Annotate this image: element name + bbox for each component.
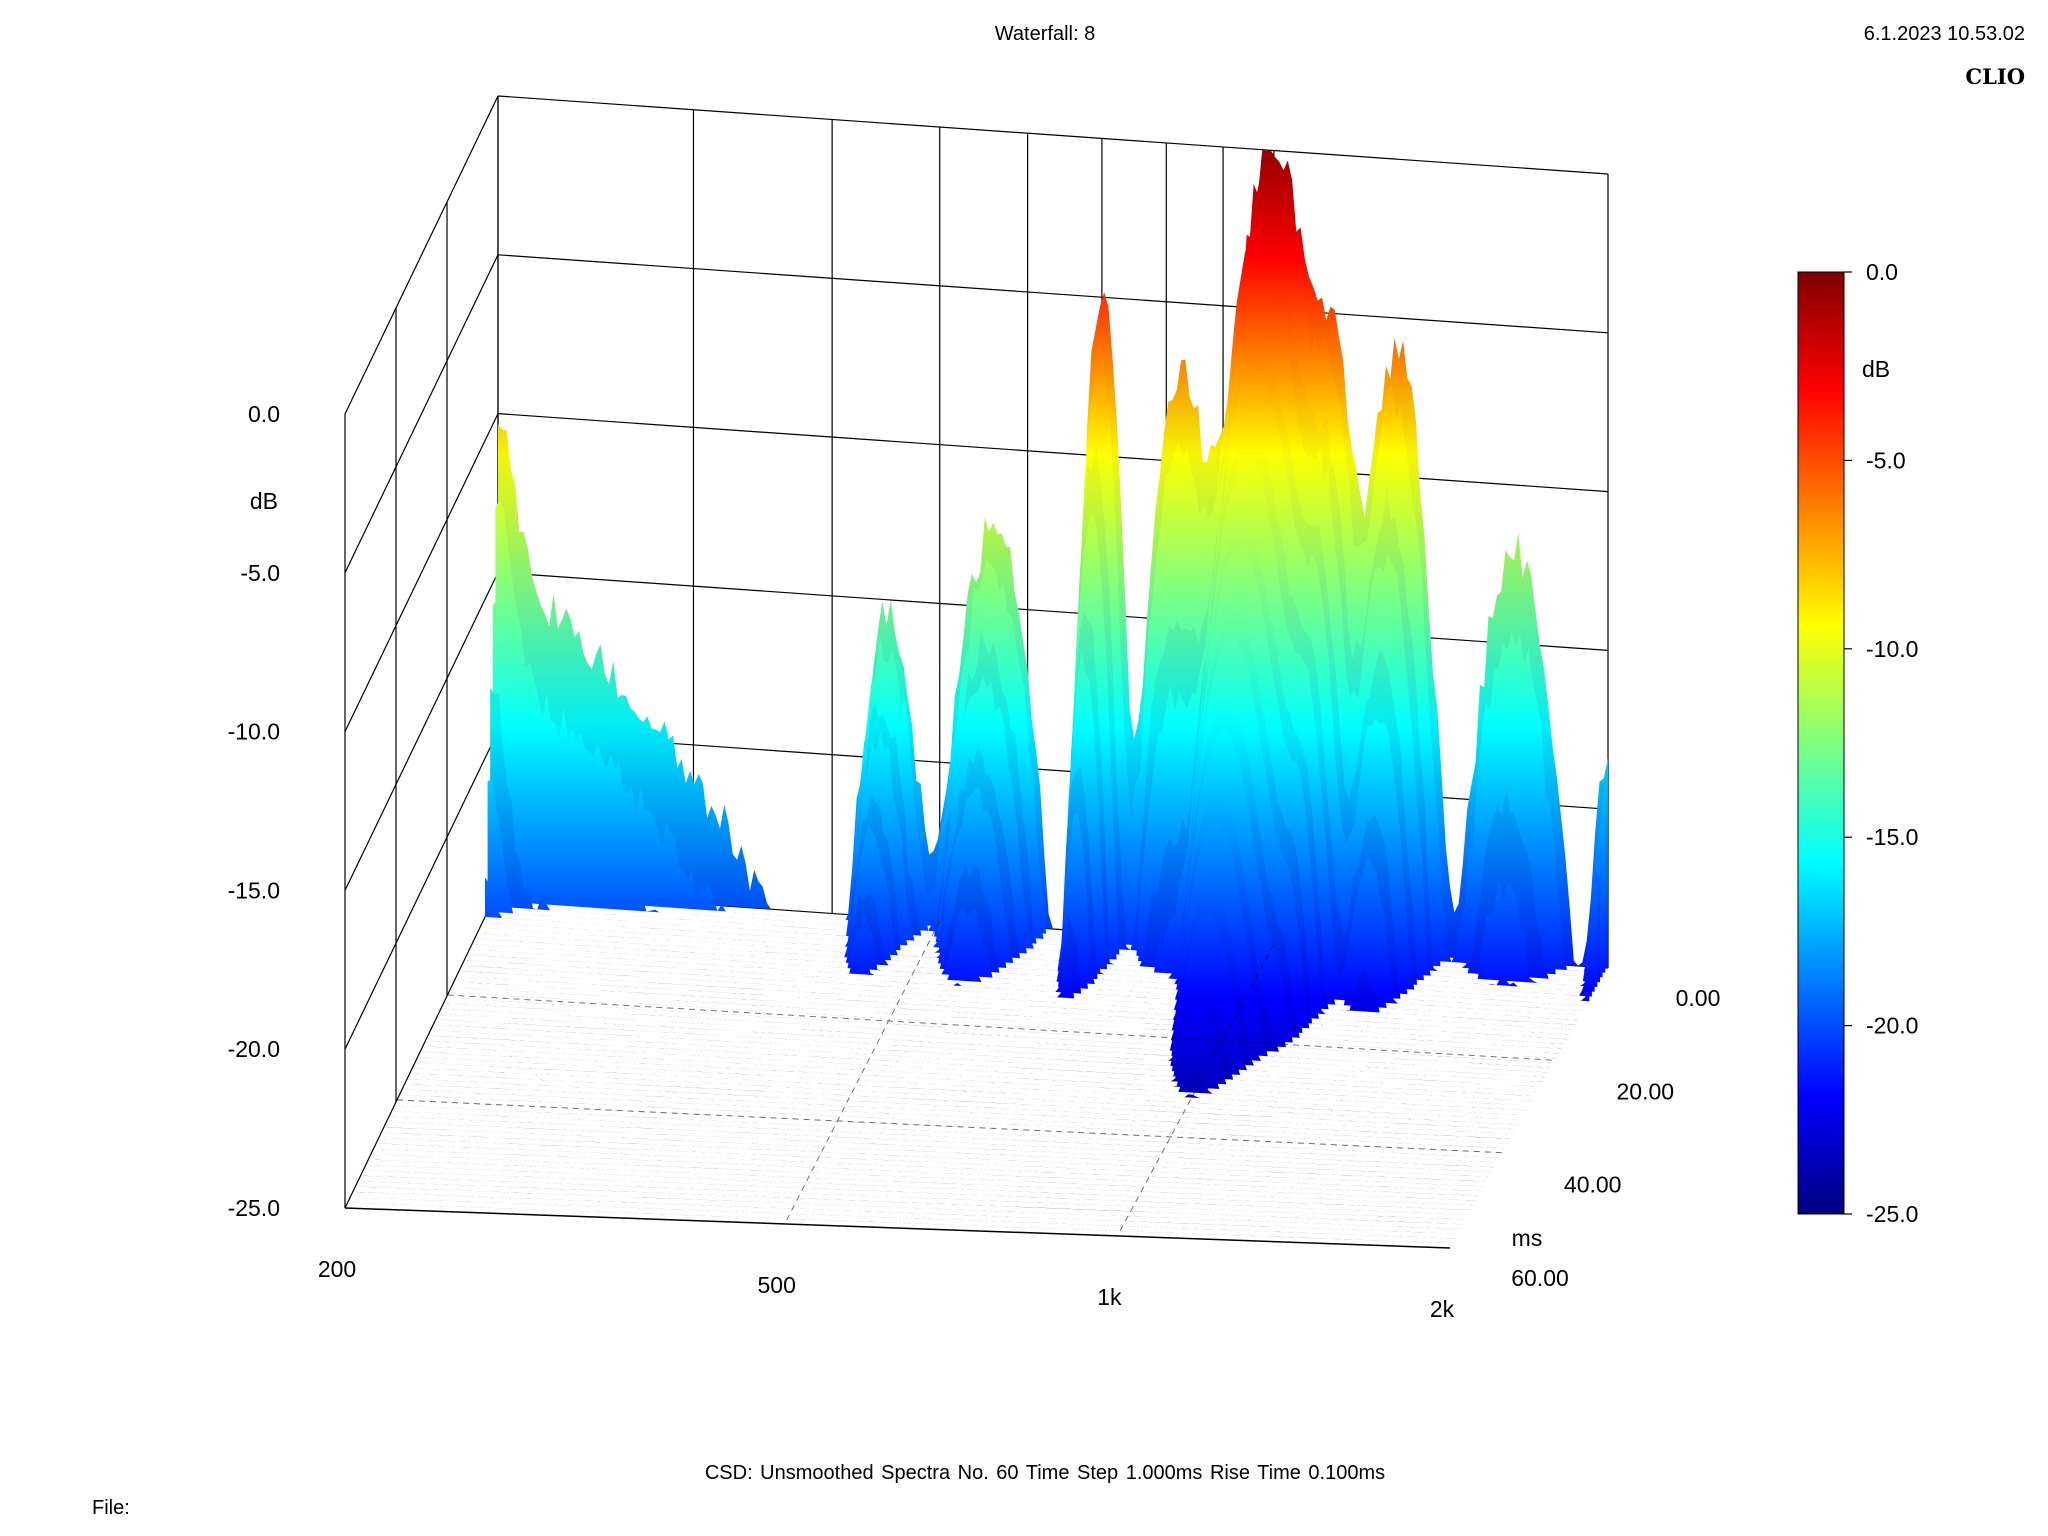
db-tick-label: -10.0 xyxy=(228,719,280,745)
time-tick-label: 40.00 xyxy=(1564,1172,1622,1198)
db-tick-label: -5.0 xyxy=(240,560,280,586)
side-wall-db-line xyxy=(344,254,499,574)
spectrum-slice xyxy=(402,1089,1509,1144)
spectrum-slice-shade xyxy=(358,1181,1464,1225)
colorbar-ticks: 0.0 -5.0 -10.0 -15.0 -20.0 -25.0 xyxy=(1844,259,1918,1227)
frequency-tick-label: 500 xyxy=(758,1272,796,1298)
spectrum-slice xyxy=(399,1094,1507,1149)
db-axis-unit: dB xyxy=(250,488,278,514)
spectrum-slice-shade xyxy=(420,1051,1528,1111)
spectrum-slice xyxy=(355,1186,1461,1229)
db-axis: 0.0 -5.0 -10.0 -15.0 -20.0 -25.0 xyxy=(228,401,280,1221)
spectrum-slice xyxy=(415,1062,1523,1120)
spectrum-slice xyxy=(391,1111,1499,1163)
colorbar-tick-label: -25.0 xyxy=(1866,1201,1918,1227)
spectrum-slice xyxy=(368,1159,1475,1206)
db-tick-label: -25.0 xyxy=(228,1195,280,1221)
frequency-tick-label: 200 xyxy=(318,1256,356,1282)
spectrum-slice-shade xyxy=(381,1132,1488,1182)
floor-time-dash xyxy=(447,994,1556,1061)
colorbar-tick-label: -10.0 xyxy=(1866,636,1918,662)
colorbar-tick-label: -5.0 xyxy=(1866,447,1906,473)
floor-freq-dash xyxy=(1116,944,1275,1237)
spectrum-slice-shade xyxy=(389,1116,1496,1168)
spectra-slices xyxy=(345,150,1608,1248)
side-wall-db-line xyxy=(344,95,499,415)
spectrum-slice-shade xyxy=(451,697,1560,1054)
spectrum-slice xyxy=(495,166,1606,973)
spectrum-slice xyxy=(420,1051,1528,1111)
time-axis-unit: ms xyxy=(1512,1225,1543,1251)
spectrum-slice xyxy=(417,1057,1526,1116)
colorbar-tick-label: -20.0 xyxy=(1866,1013,1918,1039)
floor-dashed-lines xyxy=(396,920,1556,1237)
colorbar-tick-label: -15.0 xyxy=(1866,824,1918,850)
spectrum-slice xyxy=(394,1105,1501,1158)
back-wall-db-line xyxy=(497,95,1609,175)
side-wall-db-line xyxy=(344,730,499,1050)
colorbar-tick-label: 0.0 xyxy=(1866,259,1898,285)
spectrum-slice xyxy=(352,1191,1458,1234)
back-wall-db-line xyxy=(497,254,1609,334)
colorbar-gradient xyxy=(1797,271,1845,1215)
time-tick-label: 20.00 xyxy=(1617,1078,1675,1104)
db-tick-label: 0.0 xyxy=(248,401,280,427)
floor-time-dash xyxy=(396,1099,1504,1154)
spectrum-slice xyxy=(425,1005,1533,1101)
spectrum-slice-shade xyxy=(412,1067,1520,1125)
spectrum-slice xyxy=(360,1175,1467,1220)
frequency-tick-label: 2k xyxy=(1430,1296,1455,1322)
db-tick-label: -20.0 xyxy=(228,1036,280,1062)
brand-logo: CLIO xyxy=(1965,64,2025,89)
spectrum-slice xyxy=(378,1137,1485,1187)
floor-freq-dash xyxy=(784,920,941,1225)
file-label: File: xyxy=(92,1497,130,1519)
colorbar: 0.0 -5.0 -10.0 -15.0 -20.0 -25.0 dB xyxy=(1797,259,1918,1227)
time-tick-label: 60.00 xyxy=(1511,1265,1569,1291)
time-axis: 0.00 20.00 40.00 60.00 xyxy=(1511,985,1720,1291)
spectrum-slice xyxy=(370,1154,1477,1201)
spectrum-slice xyxy=(389,1116,1496,1168)
spectrum-slice xyxy=(409,1073,1517,1130)
back-wall-db-line xyxy=(497,571,1609,651)
spectrum-slice xyxy=(422,1033,1531,1106)
spectrum-slice xyxy=(363,1170,1469,1215)
colorbar-unit: dB xyxy=(1862,356,1890,382)
spectrum-slice-shade xyxy=(365,1164,1472,1210)
spectrum-slice-shade xyxy=(373,1148,1480,1196)
spectrum-slice xyxy=(386,1121,1493,1173)
spectrum-slice xyxy=(376,1143,1483,1192)
side-wall-db-line xyxy=(344,413,499,732)
back-wall-db-line xyxy=(497,413,1609,493)
spectrum-slice-shade xyxy=(404,1084,1512,1139)
timestamp: 6.1.2023 10.53.02 xyxy=(1863,23,2025,45)
spectrum-slice xyxy=(448,730,1558,1059)
frequency-tick-label: 1k xyxy=(1097,1284,1122,1310)
spectrum-slice xyxy=(407,1078,1515,1135)
time-tick-label: 0.00 xyxy=(1676,985,1721,1011)
floor-front-edge xyxy=(344,1207,1451,1249)
frequency-axis: 200 500 1k 2k xyxy=(318,1256,1455,1322)
db-tick-label: -15.0 xyxy=(228,877,280,903)
spectrum-slice-shade xyxy=(350,1197,1456,1239)
spectrum-slice xyxy=(383,1127,1491,1177)
measurement-settings: CSD: Unsmoothed Spectra No. 60 Time Step… xyxy=(704,1462,1386,1484)
side-wall-db-line xyxy=(344,572,499,891)
floor-front-line xyxy=(344,1207,1451,1249)
chart-title: Waterfall: 8 xyxy=(994,23,1096,45)
spectrum-slice xyxy=(347,1202,1453,1244)
side-wall-db-line xyxy=(344,889,499,1209)
